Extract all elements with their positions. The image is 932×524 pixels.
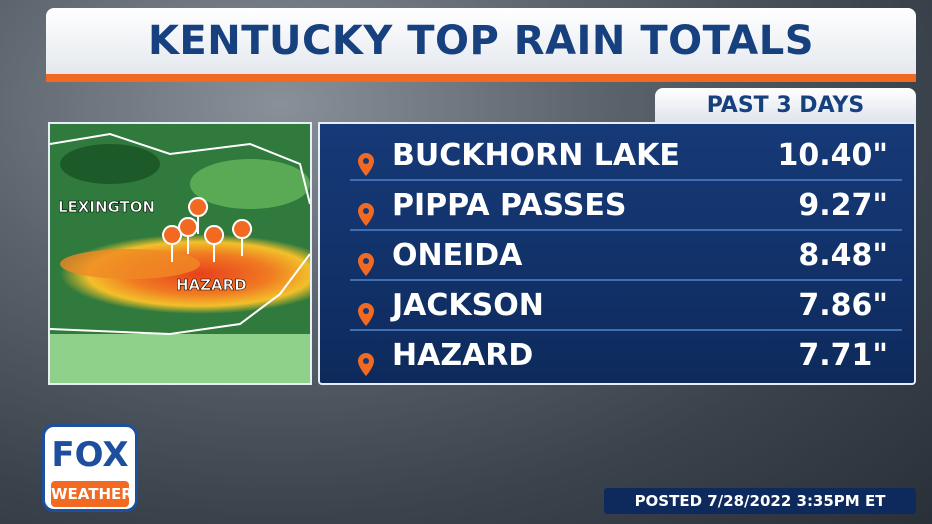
rain-total: 8.48" [798, 238, 888, 273]
pin-icon [356, 193, 376, 245]
location: HAZARD [392, 338, 534, 373]
table-row: PIPPA PASSES 9.27" [350, 180, 902, 231]
pin-shape [358, 303, 374, 326]
logo-text: FOX [51, 435, 129, 475]
subtitle: PAST 3 DAYS [655, 88, 916, 122]
pin-shape [358, 253, 374, 276]
table-row: ONEIDA 8.48" [350, 230, 902, 281]
table-row: HAZARD 7.71" [350, 330, 902, 379]
table-row: BUCKHORN LAKE 10.40" [350, 130, 902, 181]
map: LEXINGTON HAZARD [48, 122, 312, 385]
location: BUCKHORN LAKE [392, 138, 680, 173]
map-label: LEXINGTON [58, 198, 155, 216]
pin-shape [358, 353, 374, 376]
map-label: HAZARD [176, 276, 247, 294]
logo: FOX WEATHER [42, 424, 138, 512]
pin-shape [358, 153, 374, 176]
pin-icon [356, 143, 376, 195]
pin-shape [358, 203, 374, 226]
location: PIPPA PASSES [392, 188, 627, 223]
map-graphic: LEXINGTON HAZARD [50, 124, 310, 383]
rain-total: 7.71" [798, 338, 888, 373]
rain-total: 9.27" [798, 188, 888, 223]
pin-icon [356, 243, 376, 295]
pin-icon [356, 293, 376, 345]
logo-text: WEATHER [51, 481, 133, 507]
rain-total: 7.86" [798, 288, 888, 323]
posted-time: POSTED 7/28/2022 3:35PM ET [604, 488, 916, 514]
table-row: JACKSON 7.86" [350, 280, 902, 331]
location: JACKSON [392, 288, 544, 323]
location: ONEIDA [392, 238, 523, 273]
pin-icon [356, 343, 376, 395]
title: KENTUCKY TOP RAIN TOTALS [46, 8, 916, 82]
rain-total: 10.40" [777, 138, 888, 173]
rain-table: BUCKHORN LAKE 10.40" PIPPA PASSES 9.27" ONEI… [318, 122, 916, 385]
